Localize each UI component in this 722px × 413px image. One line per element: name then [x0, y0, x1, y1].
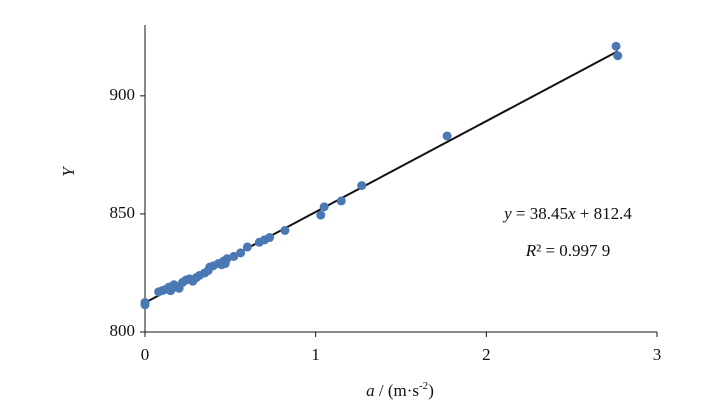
point	[442, 131, 452, 141]
x-tick-label: 3	[653, 345, 662, 364]
text-part: -2	[419, 380, 428, 392]
text-part: = 38.45	[512, 204, 568, 223]
point	[357, 181, 367, 191]
point	[236, 248, 246, 258]
x-tick-label: 0	[141, 345, 150, 364]
x-tick-label: 2	[482, 345, 491, 364]
point	[280, 225, 290, 235]
text-part: R	[525, 241, 537, 260]
point	[336, 196, 346, 206]
point	[611, 41, 621, 51]
x-axis-label: a / (m·s-2)	[366, 380, 434, 400]
point	[265, 233, 275, 243]
point	[222, 254, 232, 264]
y-tick-label: 800	[110, 321, 136, 340]
text-part: + 812.4	[576, 204, 633, 223]
text-part: y	[502, 204, 512, 223]
text-part: a	[366, 381, 375, 400]
point	[242, 242, 252, 252]
point	[229, 251, 239, 261]
x-tick-label: 1	[311, 345, 320, 364]
point	[316, 210, 326, 220]
point	[140, 300, 150, 310]
y-tick-label: 850	[110, 203, 136, 222]
text-part: ² = 0.997 9	[536, 241, 610, 260]
equation: y = 38.45x + 812.4	[502, 204, 632, 223]
text-part: x	[567, 204, 576, 223]
r-squared: R² = 0.997 9	[525, 241, 611, 260]
y-tick-label: 900	[110, 85, 136, 104]
point	[319, 202, 329, 212]
text-part: )	[428, 381, 434, 400]
point	[613, 51, 623, 61]
text-part: / (m·s	[375, 381, 419, 400]
y-axis-label: Y	[59, 166, 78, 177]
